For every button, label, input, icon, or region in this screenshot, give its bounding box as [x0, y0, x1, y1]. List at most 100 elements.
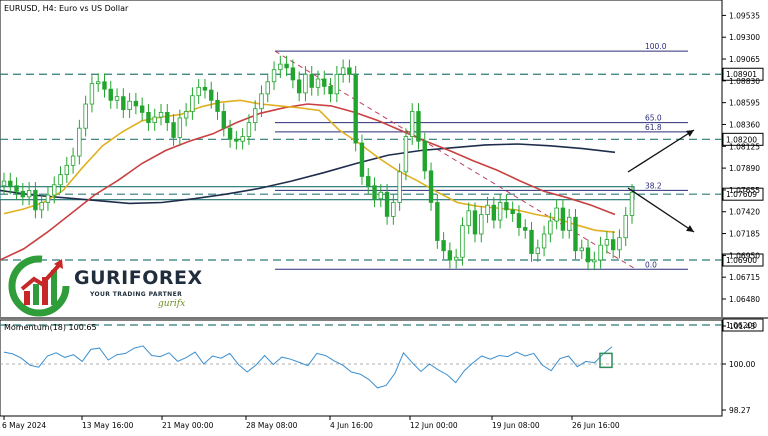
level-price-label: 1.06900 — [726, 256, 757, 265]
candle-body — [416, 111, 421, 142]
candle-body — [52, 184, 57, 196]
candle-body — [296, 79, 302, 94]
level-price-label: 1.08901 — [726, 70, 757, 79]
candle-body — [278, 63, 283, 71]
level-price-box — [722, 67, 764, 81]
candle-body — [246, 122, 252, 137]
candle-body — [453, 256, 459, 261]
candle-body — [64, 164, 69, 176]
candle-body — [466, 210, 471, 227]
fib-level-label: 38.2 — [645, 181, 662, 190]
momentum-tick-label: 101.43 — [729, 322, 755, 331]
level-price-label: 1.07609 — [726, 190, 757, 199]
candle-body — [322, 78, 327, 87]
candle-body — [435, 202, 440, 241]
candle-body — [26, 189, 32, 198]
candle-body — [353, 73, 358, 144]
candle-body — [96, 81, 101, 85]
bearish-arrow-shaft — [627, 187, 695, 233]
candle-body — [33, 189, 38, 211]
candle-body — [234, 138, 239, 142]
candle-body — [77, 127, 82, 157]
candle-body — [158, 112, 164, 118]
time-tick-label: 6 May 2024 — [2, 421, 46, 430]
candle-body — [340, 67, 346, 75]
candle-body — [535, 247, 540, 254]
level-price-box — [722, 253, 764, 267]
candle-body — [472, 210, 478, 235]
candle-body — [604, 239, 610, 246]
candle-body — [529, 229, 534, 254]
fib-level-label: 100.0 — [645, 42, 667, 51]
candle-body — [70, 155, 76, 166]
candle-body — [372, 185, 377, 200]
brand-watermark: GURIFOREX YOUR TRADING PARTNER gurifx — [8, 253, 202, 319]
horizontal-levels: 1.08901 1.08200 1.07609 1.06900 1.06200 — [0, 67, 764, 332]
brand-signature: gurifx — [158, 299, 186, 309]
candle-body — [554, 207, 559, 222]
candle-body — [1, 180, 7, 187]
momentum-tick-label: 98.27 — [729, 406, 751, 415]
brand-logo-icon — [8, 255, 70, 317]
candle-body — [127, 100, 132, 111]
candle-body — [497, 202, 503, 221]
candle-body — [196, 86, 201, 97]
candle-body — [215, 99, 220, 112]
bullish-arrow-head — [686, 130, 694, 137]
candle-body — [585, 247, 591, 263]
time-tick-label: 26 Jun 16:00 — [572, 421, 620, 430]
candle-body — [623, 215, 628, 239]
candle-body — [441, 240, 446, 252]
indicator-plot-frame — [0, 319, 723, 417]
candle-body — [121, 96, 126, 111]
candle-body — [102, 81, 107, 90]
candle-body — [58, 174, 63, 186]
time-axis: 6 May 2024 13 May 16:00 21 May 00:00 28 May… — [2, 416, 620, 430]
candle-body — [139, 105, 145, 113]
candle-body — [108, 88, 113, 101]
candle-body — [202, 86, 208, 91]
candle-body — [171, 122, 176, 138]
direction-arrows — [627, 129, 695, 233]
candle-body — [447, 250, 453, 261]
candle-body — [334, 73, 340, 95]
candle-body — [422, 140, 427, 172]
momentum-title: Momentum(18) 100.65 — [4, 323, 97, 332]
candle-body — [165, 112, 170, 124]
candle-body — [491, 204, 497, 221]
time-tick-label: 4 Jun 16:00 — [330, 421, 373, 430]
candle-body — [397, 171, 402, 203]
momentum-line — [3, 345, 613, 389]
level-price-box — [722, 132, 764, 146]
candle-body — [485, 204, 490, 215]
candle-body — [227, 127, 233, 140]
level-price-box — [722, 318, 764, 332]
price-tick-label: 1.08360 — [729, 120, 760, 129]
candle-body — [240, 136, 245, 142]
candle-body — [177, 117, 183, 138]
ema-slow-line — [0, 103, 616, 261]
candle-body — [610, 239, 616, 251]
level-price-label: 1.08200 — [726, 135, 757, 144]
candle-body — [460, 225, 465, 258]
price-tick-label: 1.08830 — [729, 77, 760, 86]
candle-body — [20, 190, 26, 198]
candle-body — [315, 78, 321, 88]
candle-body — [309, 73, 314, 88]
candle-body — [39, 202, 44, 211]
price-tick-label: 1.07420 — [729, 208, 760, 217]
price-tick-label: 1.07890 — [729, 164, 760, 173]
price-tick-label: 1.06715 — [729, 273, 760, 282]
bearish-arrow-head — [686, 225, 694, 232]
price-tick-label: 1.08595 — [729, 99, 760, 108]
candle-body — [209, 89, 214, 101]
candle-body — [284, 63, 289, 69]
time-tick-label: 28 May 08:00 — [246, 421, 298, 430]
candle-body — [560, 207, 566, 231]
candle-body — [265, 81, 270, 95]
candle-body — [152, 116, 157, 124]
brand-name: GURIFOREX — [74, 267, 203, 289]
momentum-highlight-box — [599, 352, 613, 369]
